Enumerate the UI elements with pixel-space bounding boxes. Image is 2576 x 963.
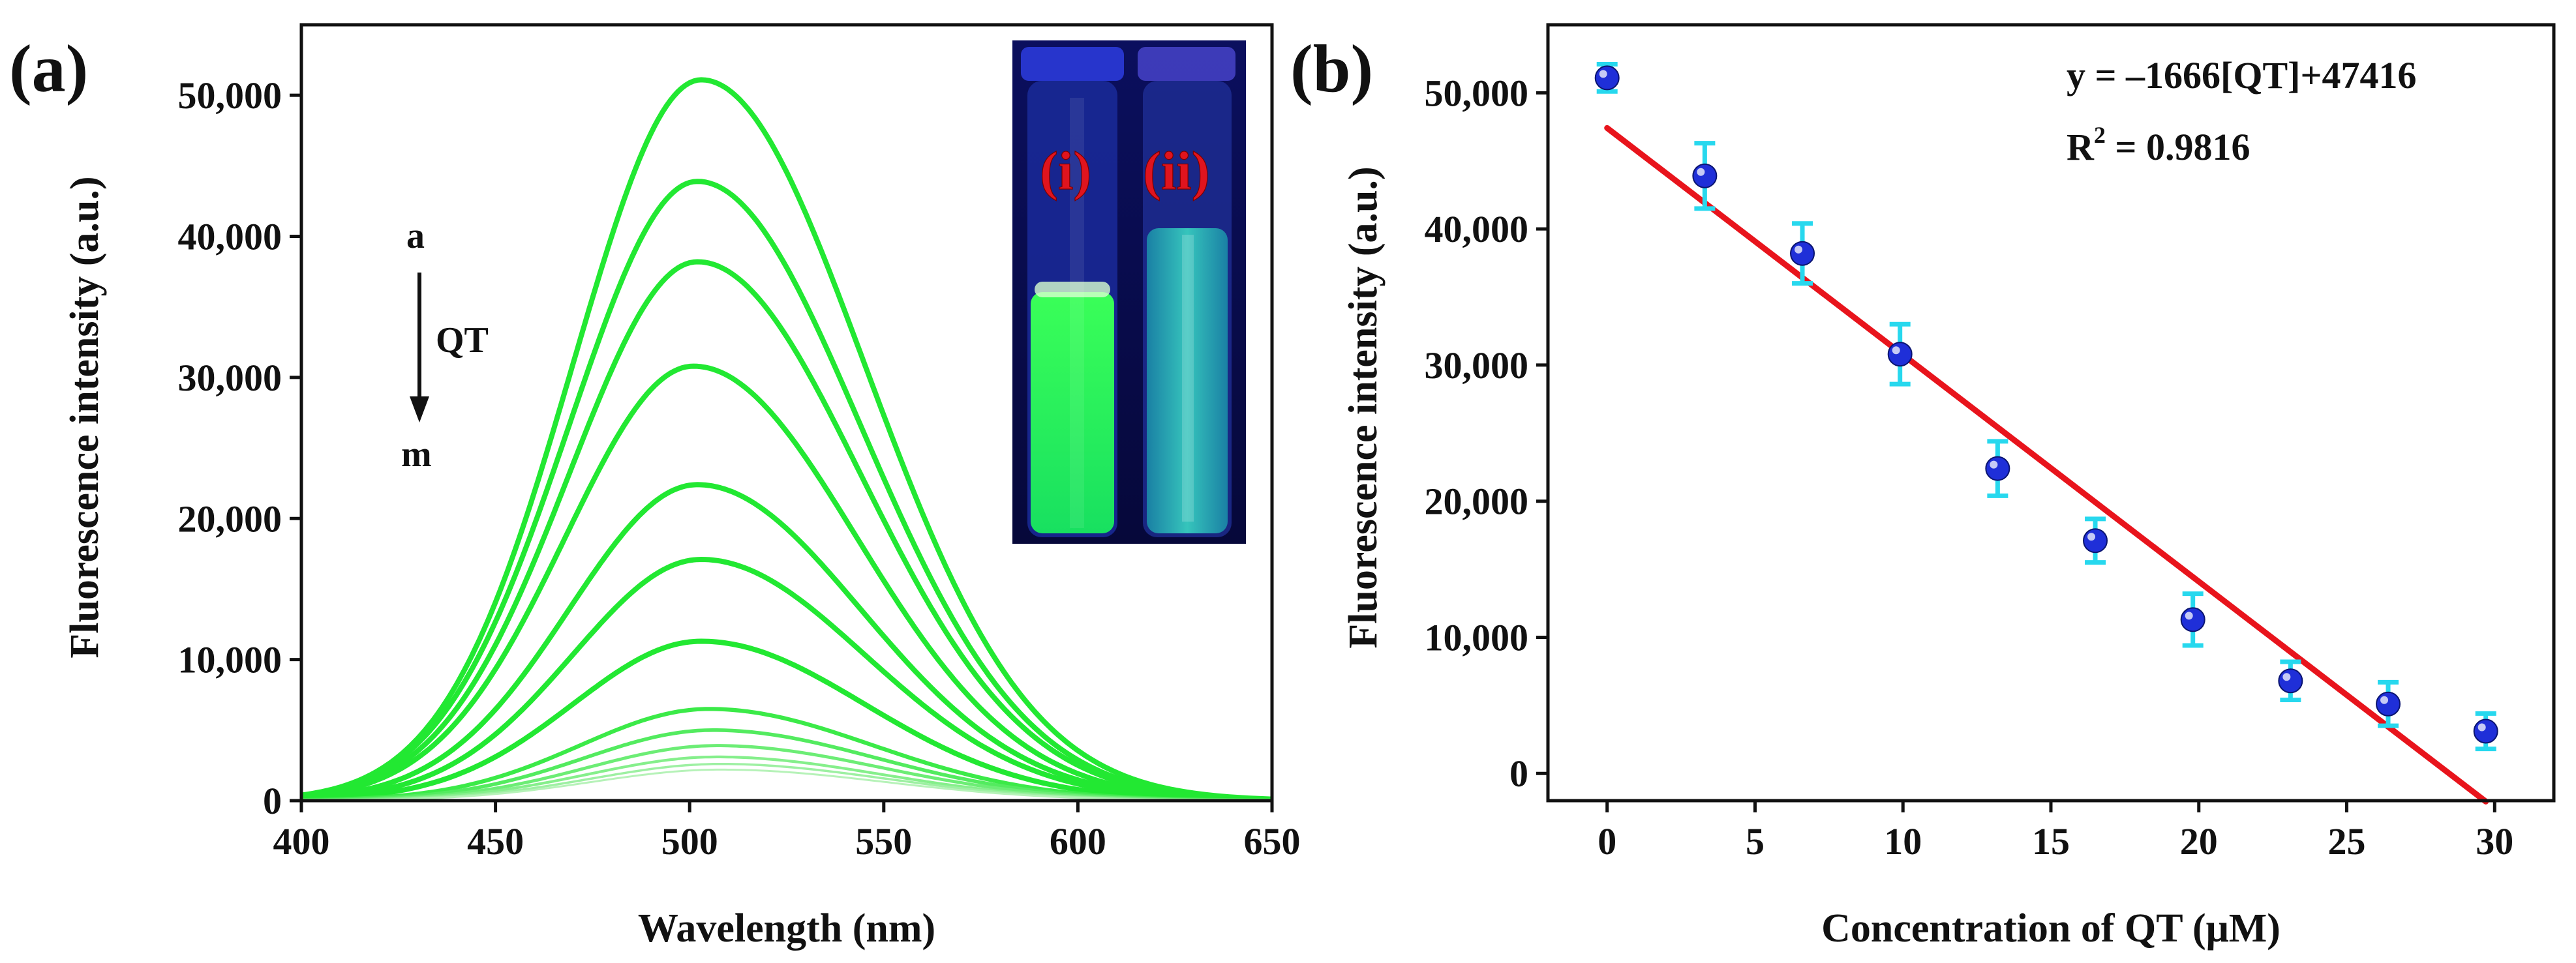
spectrum-curve-f: [301, 557, 1272, 801]
data-marker-highlight: [1990, 460, 1998, 469]
vial-ii-label: (ii): [1143, 141, 1210, 201]
panel-a-x-tick-label: 600: [1050, 820, 1106, 863]
panel-b-x-tick-label: 20: [2180, 820, 2218, 863]
data-marker: [2180, 607, 2205, 632]
panel-a-y-tick-label: 30,000: [178, 357, 282, 399]
r-squared-value: = 0.9816: [2106, 126, 2250, 168]
panel-b-y-tick-label: 30,000: [1425, 344, 1529, 387]
panel-b-x-tick-label: 5: [1746, 820, 1765, 863]
data-point-3: [1887, 321, 1913, 387]
panel-a-y-tick-label: 40,000: [178, 216, 282, 258]
panel-a-y-tick-label: 0: [263, 780, 282, 822]
panel-b-y-tick-label: 10,000: [1425, 616, 1529, 659]
vial-i: [1021, 47, 1124, 537]
spectrum-curve-g: [301, 638, 1272, 801]
data-marker-highlight: [2185, 612, 2193, 620]
panel-b-y-tick-label: 0: [1509, 752, 1528, 795]
panel-b-axes: 0 5 10 15 20 25 30 0 10,000 20,000 30,000 40,000 50,…: [1425, 23, 2556, 863]
panel-b-label: (b): [1290, 31, 1373, 106]
data-marker: [1594, 65, 1620, 91]
data-point-6: [2180, 591, 2205, 648]
data-point-9: [2473, 711, 2498, 752]
data-point-8: [2376, 679, 2401, 728]
data-marker: [1985, 456, 2010, 481]
data-marker: [1887, 342, 1913, 367]
panel-b-y-tick-label: 40,000: [1425, 208, 1529, 250]
panel-b-y-tick-label: 50,000: [1425, 72, 1529, 114]
panel-b-x-tick-label: 25: [2328, 820, 2366, 863]
panel-b-x-tick-label: 10: [1884, 820, 1922, 863]
data-marker: [1790, 241, 1815, 266]
spectrum-curve-c: [301, 259, 1272, 801]
panel-a-y-tick-label: 50,000: [178, 74, 282, 117]
data-point-0: [1594, 62, 1620, 94]
panel-a-x-tick-label: 450: [467, 820, 524, 863]
spectrum-curve-m: [301, 768, 1272, 801]
panel-a-annotation: a QT m: [401, 216, 489, 475]
panel-a-x-tick-label: 400: [273, 820, 330, 863]
panel-a-y-tick-label: 20,000: [178, 497, 282, 540]
panel-b-x-tick-label: 30: [2476, 820, 2513, 863]
annotation-arrow-label: QT: [436, 320, 489, 361]
data-marker-highlight: [1892, 346, 1900, 355]
r-squared-text: R2 = 0.9816: [2067, 122, 2250, 168]
panel-b-y-tick-label: 20,000: [1425, 481, 1529, 523]
data-marker-highlight: [2282, 673, 2291, 681]
annotation-bottom-label: m: [401, 434, 432, 475]
annotation-top-label: a: [406, 216, 425, 256]
panel-a-curves: [301, 77, 1272, 801]
vial-i-liquid: [1031, 292, 1114, 533]
panel-b-points: [1594, 62, 2498, 752]
vial-ii-liquid: [1147, 228, 1228, 533]
panel-b-fit-line: [1604, 125, 2489, 805]
data-marker-highlight: [2478, 723, 2486, 732]
data-marker: [2376, 691, 2401, 717]
data-marker-highlight: [2087, 533, 2096, 541]
panel-a-x-axis-title: Wavelength (nm): [638, 906, 935, 951]
fit-line: [1604, 125, 2489, 805]
panel-b-x-tick-label: 15: [2032, 820, 2070, 863]
spectrum-curve-d: [301, 363, 1272, 801]
panel-a-frame: [299, 23, 1274, 803]
panel-a-axes: 400 450 500 550 600 650 0 10,000 20,000 30,000 40,…: [178, 23, 1301, 863]
equation-text: y = –1666[QT]+47416: [2067, 54, 2417, 96]
vial-ii: [1138, 47, 1235, 537]
fit-equation: y = –1666[QT]+47416 R2 = 0.9816: [2067, 54, 2417, 168]
panel-a-x-tick-label: 650: [1244, 820, 1301, 863]
data-point-4: [1985, 439, 2010, 498]
r-squared-exponent: 2: [2094, 122, 2106, 148]
data-marker-highlight: [1697, 168, 1705, 176]
data-point-5: [2083, 516, 2108, 565]
spectrum-curve-a: [301, 77, 1272, 801]
data-marker-highlight: [1599, 70, 1607, 78]
data-point-7: [2278, 659, 2303, 703]
data-marker: [2278, 668, 2303, 694]
r-squared-prefix: R: [2067, 126, 2095, 168]
spectrum-curve-b: [301, 179, 1272, 801]
panel-b-x-tick-label: 0: [1598, 820, 1616, 863]
data-point-2: [1790, 221, 1815, 286]
data-point-1: [1692, 141, 1718, 211]
annotation-arrowhead-icon: [410, 396, 429, 422]
panel-a: (a) (i) (ii) a: [9, 23, 1301, 951]
data-marker: [2473, 719, 2498, 744]
panel-b-x-axis-title: Concentration of QT (μM): [1821, 906, 2281, 951]
data-marker: [1692, 163, 1718, 188]
data-marker-highlight: [2380, 696, 2389, 704]
vial-i-label: (i): [1040, 141, 1091, 201]
panel-a-y-tick-label: 10,000: [178, 639, 282, 681]
panel-a-inset: (i) (ii): [1012, 40, 1246, 544]
data-marker: [2083, 528, 2108, 554]
panel-a-label: (a): [9, 31, 88, 106]
panel-b-y-axis-title: Fluorescence intensity (a.u.): [1341, 166, 1386, 648]
panel-a-x-tick-label: 500: [661, 820, 718, 863]
panel-a-x-tick-label: 550: [855, 820, 912, 863]
panel-a-y-axis-title: Fluorescence intensity (a.u.): [63, 176, 107, 658]
data-marker-highlight: [1795, 245, 1803, 254]
panel-b: (b) 0 5 10 15 20 25 30 0 10,000 20,000 30,000 40,00…: [1290, 23, 2556, 951]
